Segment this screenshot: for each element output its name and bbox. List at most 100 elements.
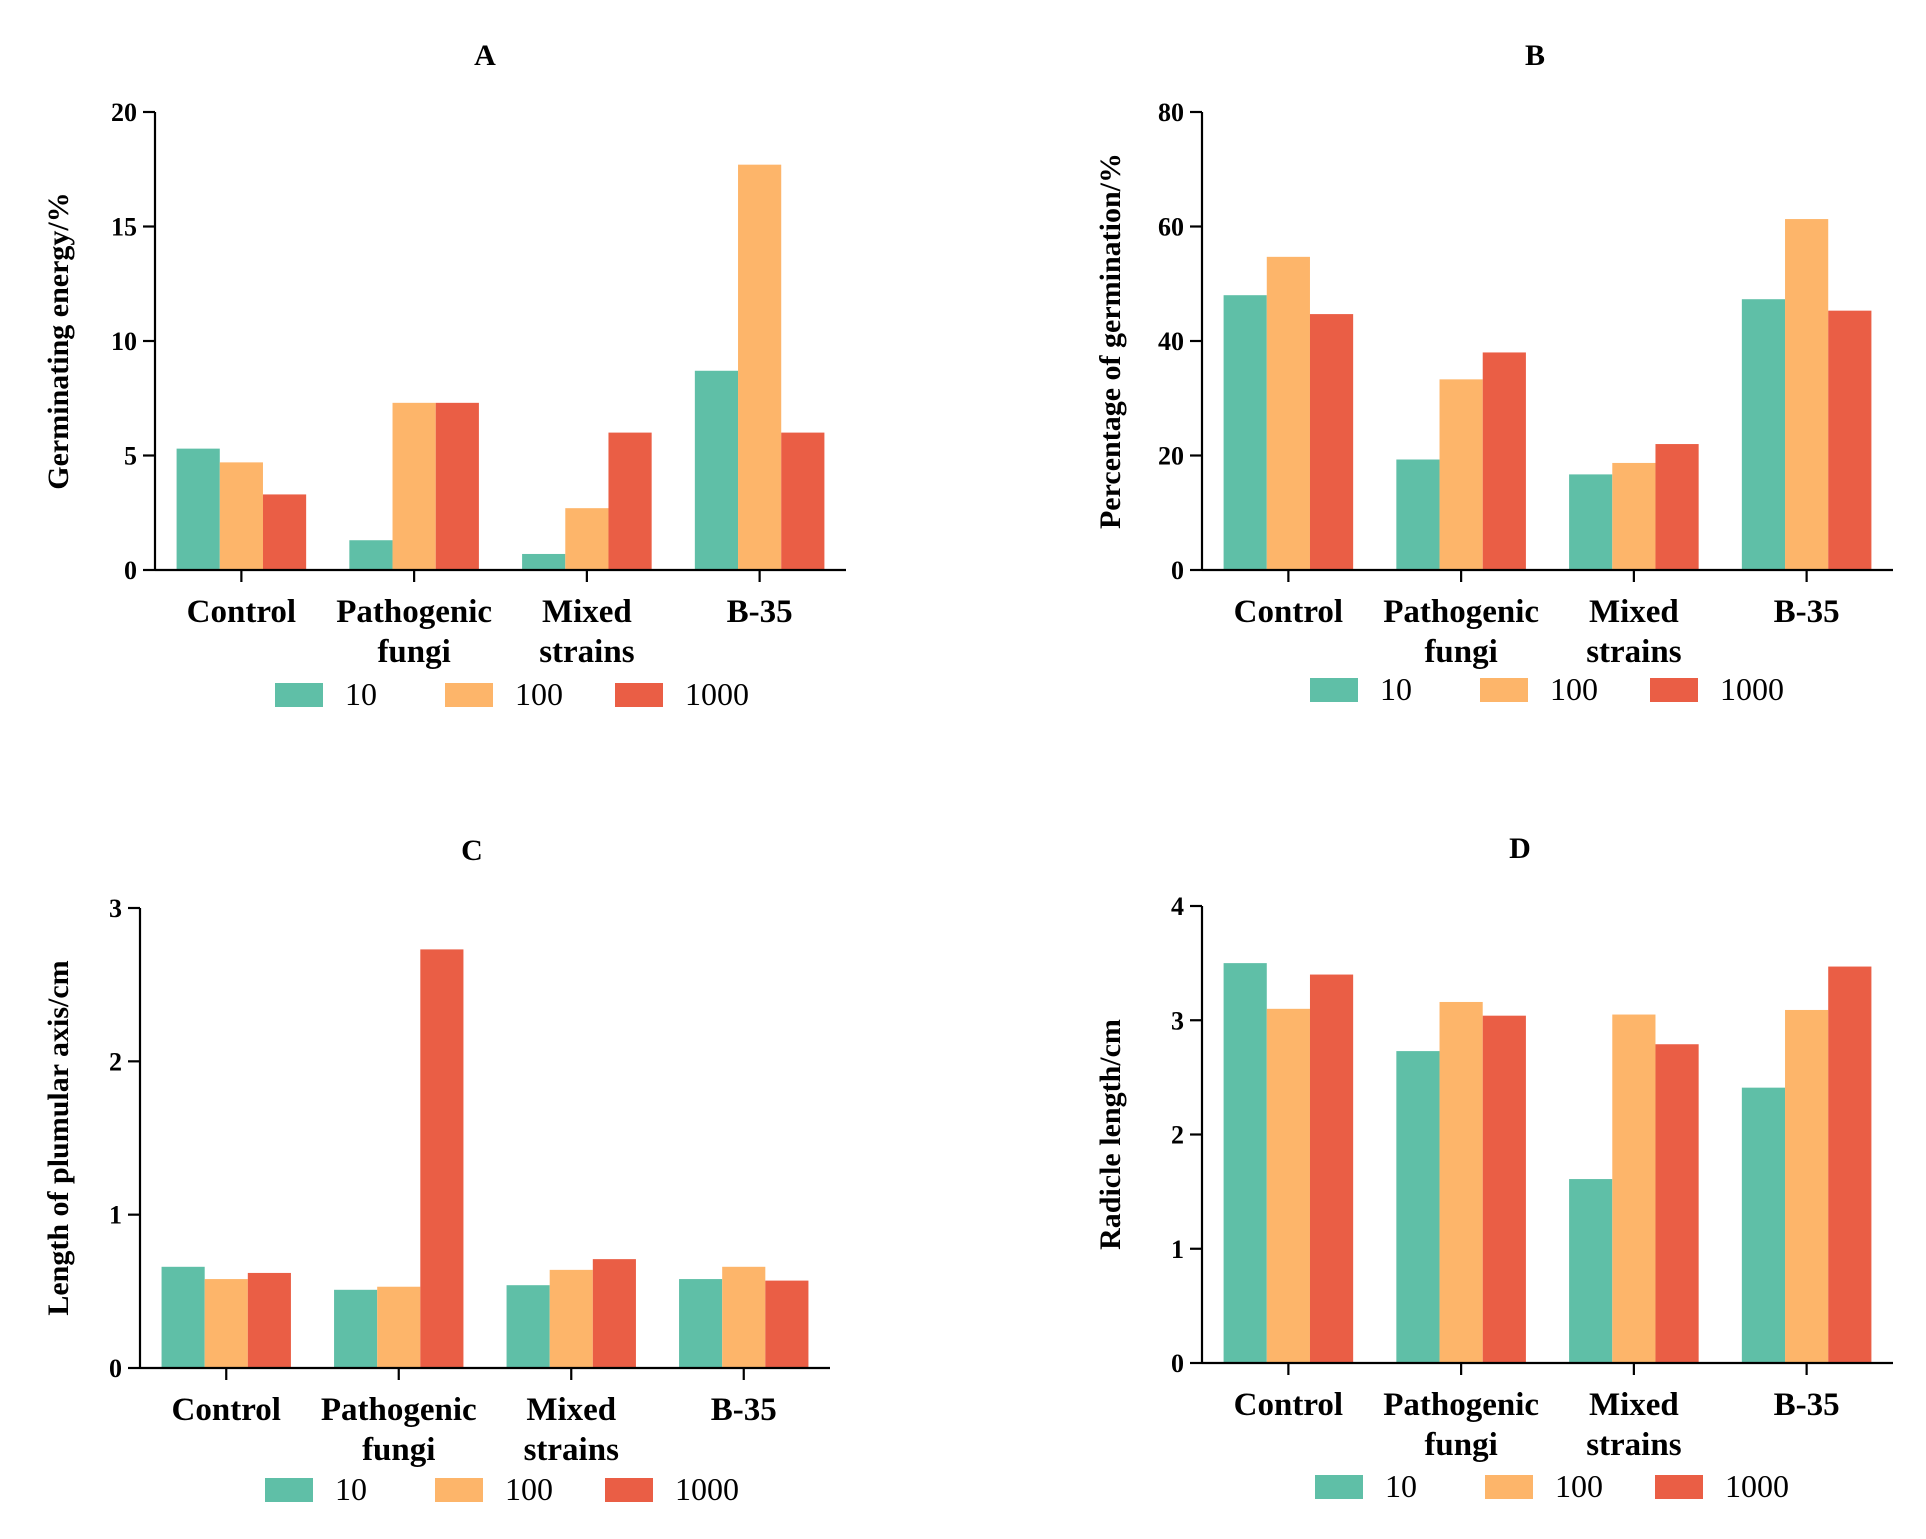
bar-series-10 bbox=[1396, 459, 1440, 570]
y-axis-label: Length of plumular axis/cm bbox=[42, 960, 75, 1315]
bar-series-100 bbox=[1785, 1009, 1829, 1363]
bar-series-100 bbox=[722, 1266, 766, 1368]
legend-label-1000: 1000 bbox=[1720, 671, 1784, 707]
bar-series-1000 bbox=[1828, 966, 1872, 1363]
legend-label-10: 10 bbox=[1380, 671, 1412, 707]
category-label-line: Pathogenic bbox=[336, 594, 492, 630]
bar-series-100 bbox=[377, 1286, 421, 1368]
bar-series-10 bbox=[349, 540, 393, 570]
category-label-line: Pathogenic bbox=[1383, 1387, 1539, 1423]
bar-series-1000 bbox=[592, 1259, 636, 1368]
category-label: Pathogenic fungi bbox=[1383, 1387, 1539, 1463]
bar-series-10 bbox=[161, 1266, 205, 1368]
y-tick-label: 2 bbox=[109, 1047, 122, 1076]
category-label-line: fungi bbox=[362, 1432, 435, 1468]
bar-series-1000 bbox=[247, 1272, 291, 1368]
category-label: Control bbox=[1234, 1387, 1343, 1423]
legend: 10 100 1000 bbox=[275, 676, 749, 712]
y-tick-label: 3 bbox=[1171, 1006, 1184, 1035]
y-tick-label: 2 bbox=[1171, 1121, 1184, 1150]
category-label-line: Mixed bbox=[1589, 1387, 1679, 1423]
category-label-line: Control bbox=[172, 1392, 281, 1428]
bar-series-100 bbox=[1612, 462, 1656, 570]
plumular-axis-chart: C Length of plumular axis/cm 0 1 2 3 Control Pa… bbox=[42, 834, 830, 1507]
category-label: B-35 bbox=[1774, 594, 1840, 630]
bar-series-1000 bbox=[1655, 1044, 1699, 1363]
legend-label-1000: 1000 bbox=[1725, 1468, 1789, 1504]
germinating-energy-chart: A Germinating energy/% 0 5 10 15 20 Control Path… bbox=[42, 39, 846, 712]
bar-series-10 bbox=[1741, 1087, 1786, 1363]
bar-series-1000 bbox=[1309, 314, 1354, 570]
legend-swatch-1000 bbox=[605, 1478, 653, 1502]
bar-series-100 bbox=[549, 1269, 593, 1368]
category-label-line: strains bbox=[1586, 634, 1682, 670]
bar-series-100 bbox=[204, 1279, 248, 1368]
bar-series-10 bbox=[1223, 295, 1267, 570]
category-label: Pathogenic fungi bbox=[1383, 594, 1539, 670]
bar-series-1000 bbox=[765, 1280, 809, 1368]
bar-series-1000 bbox=[262, 494, 307, 570]
category-label-line: fungi bbox=[1424, 1427, 1497, 1463]
legend-swatch-100 bbox=[1480, 678, 1528, 702]
category-label: Control bbox=[1234, 594, 1343, 630]
y-tick-label: 5 bbox=[124, 442, 137, 471]
bar-series-10 bbox=[679, 1279, 723, 1368]
category-label-line: Mixed bbox=[542, 594, 632, 630]
chart-title: D bbox=[1509, 832, 1531, 865]
category-label-line: B-35 bbox=[727, 594, 793, 630]
category-label: Pathogenic fungi bbox=[321, 1392, 477, 1468]
y-tick-label: 20 bbox=[1158, 442, 1184, 471]
y-axis-label: Germinating energy/% bbox=[42, 192, 75, 489]
bar-series-1000 bbox=[1655, 444, 1699, 570]
bar-series-10 bbox=[506, 1285, 550, 1368]
category-label: Mixed strains bbox=[539, 594, 635, 670]
legend-swatch-100 bbox=[435, 1478, 483, 1502]
legend-swatch-1000 bbox=[615, 683, 663, 707]
bar-series-100 bbox=[565, 508, 609, 570]
y-tick-label: 3 bbox=[109, 894, 122, 923]
germination-percentage-chart: B Percentage of germination/% 0 20 40 60 80 Con… bbox=[1094, 39, 1893, 707]
category-label: Control bbox=[172, 1392, 281, 1428]
category-label-line: Control bbox=[187, 594, 296, 630]
bar-series-10 bbox=[694, 370, 739, 570]
category-label-line: strains bbox=[524, 1432, 620, 1468]
category-label-line: fungi bbox=[1424, 634, 1497, 670]
category-label-line: Mixed bbox=[1589, 594, 1679, 630]
category-label-line: B-35 bbox=[711, 1392, 777, 1428]
y-tick-label: 60 bbox=[1158, 213, 1184, 242]
category-label-line: B-35 bbox=[1774, 594, 1840, 630]
bar-series-100 bbox=[1439, 379, 1483, 570]
bar-series-10 bbox=[1569, 474, 1613, 570]
category-label: Control bbox=[187, 594, 296, 630]
chart-title: C bbox=[461, 834, 483, 867]
legend-swatch-100 bbox=[445, 683, 493, 707]
bar-series-1000 bbox=[420, 949, 464, 1368]
category-label: B-35 bbox=[1774, 1387, 1840, 1423]
bar-series-10 bbox=[176, 448, 220, 570]
legend-swatch-1000 bbox=[1655, 1475, 1703, 1499]
category-label: Mixed strains bbox=[524, 1392, 620, 1468]
y-tick-label: 0 bbox=[1171, 1349, 1184, 1378]
bar-series-100 bbox=[392, 402, 436, 570]
bar-series-10 bbox=[1741, 299, 1786, 570]
bar-series-10 bbox=[1223, 963, 1267, 1363]
legend-label-10: 10 bbox=[345, 676, 377, 712]
legend-swatch-100 bbox=[1485, 1475, 1533, 1499]
bar-series-1000 bbox=[1482, 352, 1526, 570]
legend-swatch-10 bbox=[1315, 1475, 1363, 1499]
y-tick-label: 40 bbox=[1158, 327, 1184, 356]
bar-series-100 bbox=[1612, 1014, 1656, 1363]
legend-label-100: 100 bbox=[1550, 671, 1598, 707]
bar-series-10 bbox=[1396, 1051, 1440, 1363]
category-label: Pathogenic fungi bbox=[336, 594, 492, 670]
y-tick-label: 0 bbox=[1171, 556, 1184, 585]
category-label-line: Mixed bbox=[526, 1392, 616, 1428]
bar-series-10 bbox=[522, 553, 566, 570]
bar-series-1000 bbox=[1828, 310, 1872, 570]
y-tick-label: 1 bbox=[109, 1201, 122, 1230]
bar-series-100 bbox=[1785, 219, 1829, 570]
category-label-line: Control bbox=[1234, 594, 1343, 630]
y-tick-label: 1 bbox=[1171, 1235, 1184, 1264]
bar-series-100 bbox=[219, 462, 263, 570]
